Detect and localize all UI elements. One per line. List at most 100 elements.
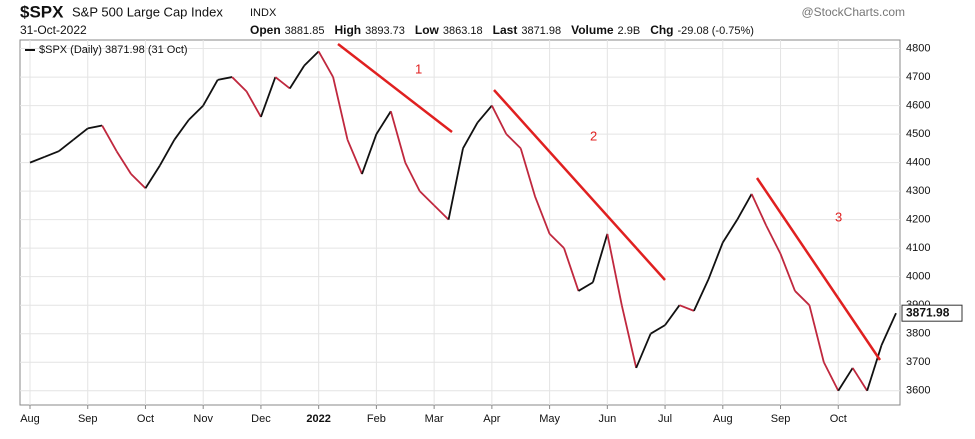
line-segment — [736, 193, 753, 221]
line-segment — [851, 367, 868, 392]
quote-label: High — [334, 23, 361, 37]
line-segment — [679, 304, 695, 312]
annotation: 1 — [415, 61, 422, 76]
line-segment — [837, 367, 854, 392]
line-segment — [491, 105, 508, 135]
trend-line — [493, 89, 666, 281]
line-segment — [462, 122, 479, 149]
exchange: INDX — [250, 7, 277, 19]
y-tick-label: 4400 — [906, 157, 930, 169]
quote-value: -29.08 (-0.75%) — [678, 25, 754, 37]
line-segment — [447, 148, 464, 220]
y-tick-label: 4100 — [906, 242, 930, 254]
line-segment — [188, 104, 204, 121]
line-segment — [58, 139, 74, 152]
line-segment — [635, 333, 652, 369]
x-tick-label: Aug — [713, 413, 733, 425]
x-tick-label: May — [539, 413, 560, 425]
trend-line — [755, 177, 882, 361]
x-tick-label: Sep — [771, 413, 791, 425]
line-segment — [389, 111, 407, 163]
x-tick-label: Oct — [137, 413, 154, 425]
line-segment — [505, 133, 522, 149]
line-segment — [173, 119, 190, 141]
annotation: 2 — [590, 128, 597, 143]
line-segment — [620, 304, 638, 369]
line-segment — [650, 324, 666, 335]
line-segment — [765, 224, 782, 255]
y-tick-label: 3600 — [906, 385, 930, 397]
line-segment — [245, 90, 262, 118]
legend-label: $SPX (Daily) 3871.98 (31 Oct) — [39, 44, 188, 56]
x-tick-label: Sep — [78, 413, 98, 425]
y-tick-label: 4000 — [906, 271, 930, 283]
watermark: @StockCharts.com — [801, 5, 905, 19]
y-tick-label: 3700 — [906, 356, 930, 368]
line-segment — [289, 65, 305, 89]
index-name: S&P 500 Large Cap Index — [72, 4, 223, 19]
line-segment — [72, 127, 89, 141]
quote-label: Chg — [650, 23, 673, 37]
line-segment — [115, 150, 132, 175]
x-tick-label: Dec — [251, 413, 271, 425]
annotations: 1 2 3 — [337, 43, 882, 361]
line-segment — [519, 148, 537, 198]
y-tick-label: 4600 — [906, 99, 930, 111]
x-tick-label: Oct — [830, 413, 847, 425]
line-segment — [159, 139, 176, 166]
line-segment — [433, 204, 450, 221]
x-tick-label: Nov — [193, 413, 213, 425]
line-segment — [823, 361, 840, 392]
x-tick-label: Jul — [658, 413, 672, 425]
plot-frame — [19, 39, 901, 406]
line-segment — [880, 312, 897, 346]
line-segment — [87, 124, 103, 130]
quote-value: 3881.85 — [285, 25, 325, 37]
line-segment — [476, 105, 493, 124]
line-segment — [375, 110, 392, 135]
line-segment — [606, 233, 623, 306]
line-segment — [534, 196, 551, 235]
line-segment — [231, 76, 248, 92]
quote-label: Last — [493, 23, 518, 37]
line-segment — [808, 304, 825, 363]
line-segment — [346, 139, 363, 175]
line-segment — [202, 79, 219, 107]
x-tick-label: 2022 — [306, 413, 330, 425]
line-segment — [101, 125, 118, 152]
line-segment — [563, 247, 580, 292]
line-segment — [866, 344, 883, 392]
line-segment — [274, 76, 291, 90]
line-segment — [750, 193, 767, 226]
annotation: 3 — [835, 209, 842, 224]
symbol: $SPX — [20, 2, 64, 21]
line-segment — [317, 50, 334, 78]
line-segment — [779, 253, 796, 292]
quote-label: Volume — [571, 23, 614, 37]
line-segment — [361, 133, 378, 175]
line-segment — [130, 173, 147, 189]
grid — [20, 40, 900, 405]
line-segment — [144, 164, 161, 189]
line-segment — [578, 281, 594, 292]
quote-value: 3871.98 — [521, 25, 561, 37]
last-value-label: 3871.98 — [906, 305, 950, 319]
quote-label: Open — [250, 23, 281, 37]
line-segment — [722, 219, 738, 243]
line-segment — [260, 76, 277, 118]
line-segment — [419, 190, 435, 207]
y-tick-label: 4700 — [906, 71, 930, 83]
x-tick-label: Feb — [367, 413, 386, 425]
line-segment — [44, 150, 60, 158]
y-tick-label: 4300 — [906, 185, 930, 197]
x-tick-label: Mar — [425, 413, 444, 425]
line-segment — [592, 233, 609, 283]
x-tick-label: Apr — [483, 413, 500, 425]
y-tick-label: 4200 — [906, 214, 930, 226]
line-segment — [303, 50, 320, 67]
line-segment — [29, 156, 45, 164]
line-segment — [332, 76, 349, 141]
line-segment — [548, 233, 565, 249]
line-segment — [664, 304, 681, 326]
